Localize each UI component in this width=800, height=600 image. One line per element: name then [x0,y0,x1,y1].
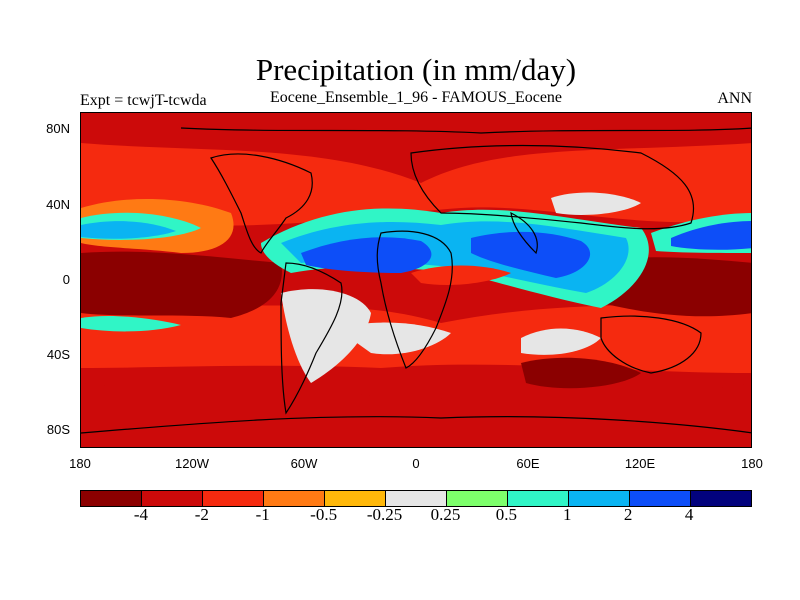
colorbar-label: 1 [563,505,572,524]
coastline-south-america [280,262,343,415]
map-panel [80,112,752,448]
colorbar-swatch [691,491,751,506]
x-axis-label-60w: 60W [290,456,318,471]
x-axis-label-120w: 120W [175,456,209,471]
colorbar-label: -2 [194,505,209,524]
colorbar-swatch [630,491,691,506]
coastline-india [510,211,538,255]
coastline-africa [376,230,453,369]
colorbar-label: 0.5 [495,505,517,524]
colorbar-swatch [386,491,447,506]
region-indian-ocean-positive [471,231,591,278]
region-pacific-red-tongue [411,265,511,285]
x-axis-label-60e: 60E [516,456,540,471]
coastline-north-america [210,153,313,254]
region-east-pacific-neutral [521,328,601,355]
colorbar-swatch [447,491,508,506]
colorbar [80,490,752,507]
coastline-arctic [180,127,751,134]
region-north-arctic-neutral [551,192,641,215]
figure-title: Precipitation (in mm/day) [255,52,577,87]
colorbar-label: 0.25 [430,505,461,524]
colorbar-swatch [569,491,630,506]
y-axis-label-80s: 80S [46,422,70,437]
y-axis-label-0: 0 [62,272,70,287]
colorbar-label: -0.25 [366,505,403,524]
figure-subtitle: Eocene_Ensemble_1_96 - FAMOUS_Eocene [269,89,563,106]
y-axis-label-80n: 80N [46,121,70,136]
region-south-atlantic-neutral [336,322,451,355]
region-south-pacific-dark [521,357,641,389]
coastline-antarctica [81,416,751,434]
map-svg [81,113,751,447]
x-axis-label-180w: 180 [69,456,91,471]
colorbar-label: 4 [684,505,694,524]
colorbar-label: -1 [255,505,270,524]
x-axis-label-180e: 180 [741,456,763,471]
colorbar-swatch [325,491,386,506]
colorbar-swatch [142,491,203,506]
colorbar-label: 2 [623,505,633,524]
experiment-label: Expt = tcwjT-tcwda [80,92,207,109]
region-south-pacific-cyan [81,315,181,332]
region-tropical-atlantic-africa-positive [301,237,432,273]
colorbar-label: -4 [133,505,148,524]
colorbar-swatch [203,491,264,506]
x-axis-label-0: 0 [412,456,420,471]
region-equatorial-pacific-negative [81,251,282,318]
y-axis-label-40s: 40S [46,347,70,362]
colorbar-swatch [81,491,142,506]
season-label: ANN [717,90,752,107]
colorbar-swatch [508,491,569,506]
y-axis-label-40n: 40N [46,197,70,212]
region-north-pacific-positive-band [81,221,176,239]
colorbar-swatch [264,491,325,506]
coastlines [81,127,751,434]
region-southern-ocean-negative [81,383,751,447]
coastline-australia [600,315,702,374]
coastline-eurasia [410,144,695,230]
x-axis-label-120e: 120E [624,456,656,471]
region-west-pacific-positive [671,221,751,250]
colorbar-label: -0.5 [310,505,338,524]
